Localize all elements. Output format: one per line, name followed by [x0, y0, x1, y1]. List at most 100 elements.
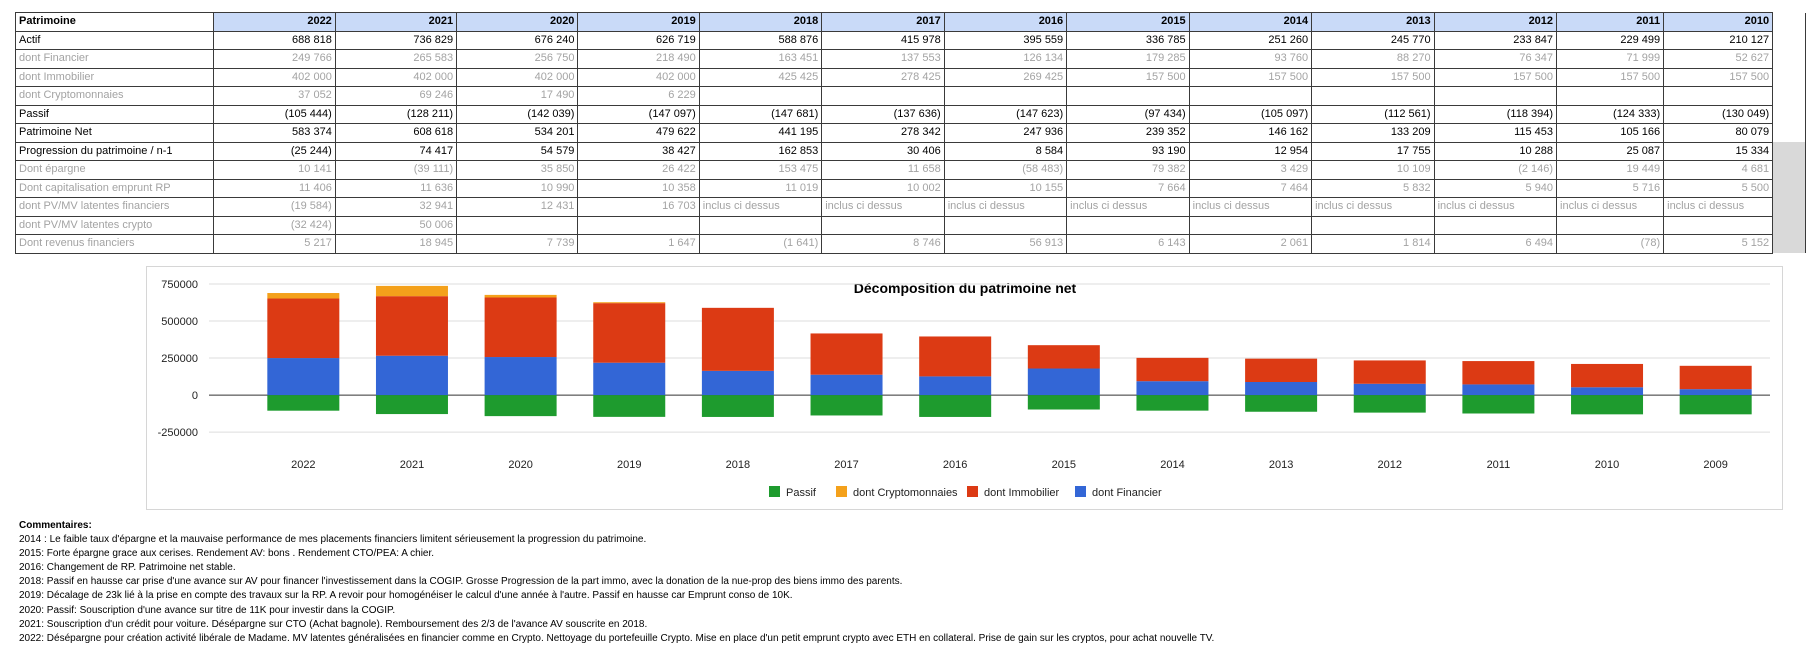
value-cell[interactable]: (128 211)	[334, 104, 458, 124]
value-cell[interactable]: 56 913	[943, 234, 1068, 254]
row-label-cell[interactable]: dont Immobilier	[14, 67, 215, 87]
value-cell[interactable]: 534 201	[456, 123, 579, 143]
value-cell[interactable]: 146 162	[1188, 123, 1313, 143]
value-cell[interactable]: 256 750	[456, 49, 579, 69]
value-cell[interactable]: 10 358	[577, 178, 700, 198]
value-cell[interactable]: 12 954	[1188, 141, 1313, 161]
value-cell[interactable]	[1556, 86, 1665, 106]
value-cell[interactable]: 11 658	[821, 160, 945, 180]
value-cell[interactable]: 54 579	[456, 141, 579, 161]
value-cell[interactable]: 3 429	[1188, 160, 1313, 180]
value-cell[interactable]: 12 431	[456, 197, 579, 217]
value-cell[interactable]: 115 453	[1433, 123, 1558, 143]
value-cell[interactable]: 247 936	[943, 123, 1068, 143]
value-cell[interactable]: (2 146)	[1433, 160, 1558, 180]
row-label-cell[interactable]: Dont revenus financiers	[14, 234, 215, 254]
value-cell[interactable]: 5 152	[1663, 234, 1774, 254]
year-header-cell[interactable]: 2013	[1311, 12, 1435, 32]
value-cell[interactable]	[1663, 215, 1774, 235]
row-label-cell[interactable]: Dont capitalisation emprunt RP	[14, 178, 215, 198]
value-cell[interactable]: 74 417	[334, 141, 458, 161]
value-cell[interactable]: 5 217	[213, 234, 336, 254]
value-cell[interactable]: 19 449	[1556, 160, 1665, 180]
value-cell[interactable]: 425 425	[698, 67, 823, 87]
value-cell[interactable]: 17 490	[456, 86, 579, 106]
value-cell[interactable]: (32 424)	[213, 215, 336, 235]
value-cell[interactable]: (58 483)	[943, 160, 1068, 180]
year-header-cell[interactable]: 2019	[577, 12, 700, 32]
value-cell[interactable]	[456, 215, 579, 235]
value-cell[interactable]: 8 746	[821, 234, 945, 254]
value-cell[interactable]	[1311, 215, 1435, 235]
value-cell[interactable]: inclus ci dessus	[1556, 197, 1665, 217]
value-cell[interactable]: 2 061	[1188, 234, 1313, 254]
value-cell[interactable]: 79 382	[1066, 160, 1190, 180]
value-cell[interactable]: 25 087	[1556, 141, 1665, 161]
value-cell[interactable]: (39 111)	[334, 160, 458, 180]
year-header-cell[interactable]: 2018	[698, 12, 823, 32]
value-cell[interactable]: 93 760	[1188, 49, 1313, 69]
value-cell[interactable]: 415 978	[821, 30, 945, 50]
row-label-cell[interactable]: Actif	[14, 30, 215, 50]
value-cell[interactable]: 69 246	[334, 86, 458, 106]
value-cell[interactable]: (130 049)	[1663, 104, 1774, 124]
value-cell[interactable]: 10 288	[1433, 141, 1558, 161]
value-cell[interactable]: 16 703	[577, 197, 700, 217]
value-cell[interactable]: 5 940	[1433, 178, 1558, 198]
value-cell[interactable]: 6 494	[1433, 234, 1558, 254]
value-cell[interactable]: 17 755	[1311, 141, 1435, 161]
year-header-cell[interactable]: 2016	[943, 12, 1068, 32]
value-cell[interactable]	[1066, 86, 1190, 106]
value-cell[interactable]: 269 425	[943, 67, 1068, 87]
value-cell[interactable]: (105 444)	[213, 104, 336, 124]
value-cell[interactable]: 626 719	[577, 30, 700, 50]
value-cell[interactable]: 50 006	[334, 215, 458, 235]
value-cell[interactable]: 157 500	[1188, 67, 1313, 87]
value-cell[interactable]: 229 499	[1556, 30, 1665, 50]
value-cell[interactable]: 676 240	[456, 30, 579, 50]
value-cell[interactable]: 402 000	[334, 67, 458, 87]
year-header-cell[interactable]: 2021	[334, 12, 458, 32]
value-cell[interactable]: inclus ci dessus	[1433, 197, 1558, 217]
value-cell[interactable]: 157 500	[1433, 67, 1558, 87]
value-cell[interactable]	[698, 215, 823, 235]
value-cell[interactable]	[1188, 86, 1313, 106]
value-cell[interactable]: 265 583	[334, 49, 458, 69]
value-cell[interactable]: 80 079	[1663, 123, 1774, 143]
value-cell[interactable]: 30 406	[821, 141, 945, 161]
header-label-cell[interactable]: Patrimoine	[14, 12, 215, 32]
value-cell[interactable]: (147 681)	[698, 104, 823, 124]
value-cell[interactable]: inclus ci dessus	[1188, 197, 1313, 217]
row-label-cell[interactable]: dont Cryptomonnaies	[14, 86, 215, 106]
row-label-cell[interactable]: Passif	[14, 104, 215, 124]
value-cell[interactable]: (118 394)	[1433, 104, 1558, 124]
value-cell[interactable]: 233 847	[1433, 30, 1558, 50]
value-cell[interactable]: 245 770	[1311, 30, 1435, 50]
value-cell[interactable]	[943, 86, 1068, 106]
value-cell[interactable]	[1066, 215, 1190, 235]
value-cell[interactable]: 7 464	[1188, 178, 1313, 198]
year-header-cell[interactable]: 2010	[1663, 12, 1774, 32]
value-cell[interactable]: 1 647	[577, 234, 700, 254]
value-cell[interactable]: 162 853	[698, 141, 823, 161]
value-cell[interactable]: 402 000	[577, 67, 700, 87]
value-cell[interactable]	[698, 86, 823, 106]
value-cell[interactable]: inclus ci dessus	[943, 197, 1068, 217]
value-cell[interactable]: 5 716	[1556, 178, 1665, 198]
value-cell[interactable]: 88 270	[1311, 49, 1435, 69]
value-cell[interactable]: (97 434)	[1066, 104, 1190, 124]
value-cell[interactable]: 278 342	[821, 123, 945, 143]
value-cell[interactable]: 10 990	[456, 178, 579, 198]
year-header-cell[interactable]: 2014	[1188, 12, 1313, 32]
value-cell[interactable]: 336 785	[1066, 30, 1190, 50]
year-header-cell[interactable]: 2022	[213, 12, 336, 32]
value-cell[interactable]: 583 374	[213, 123, 336, 143]
value-cell[interactable]: (19 584)	[213, 197, 336, 217]
value-cell[interactable]: inclus ci dessus	[1066, 197, 1190, 217]
value-cell[interactable]: 5 500	[1663, 178, 1774, 198]
value-cell[interactable]: 8 584	[943, 141, 1068, 161]
value-cell[interactable]: (124 333)	[1556, 104, 1665, 124]
value-cell[interactable]: 179 285	[1066, 49, 1190, 69]
year-header-cell[interactable]: 2017	[821, 12, 945, 32]
value-cell[interactable]: 93 190	[1066, 141, 1190, 161]
